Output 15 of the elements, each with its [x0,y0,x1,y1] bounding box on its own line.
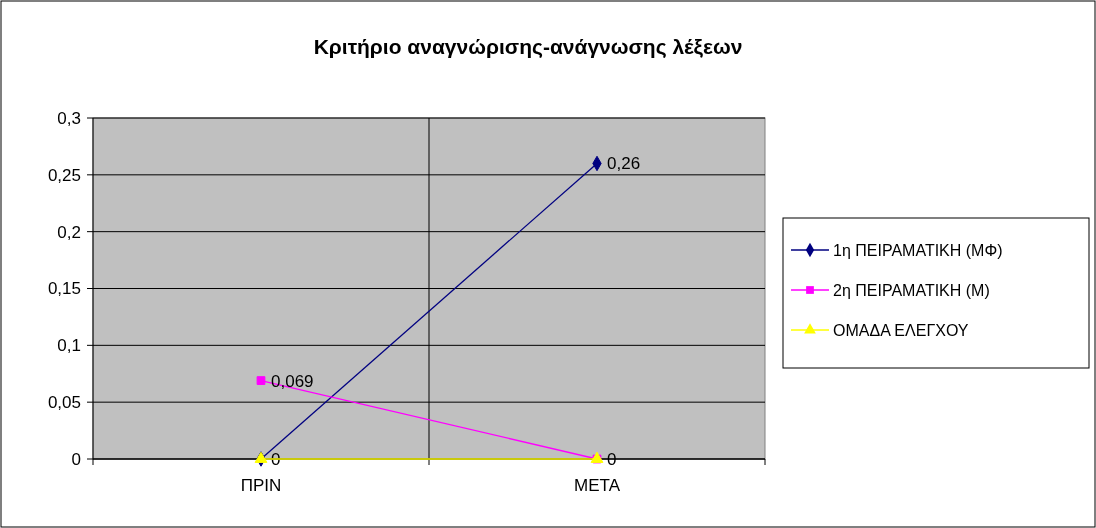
chart-title: Κριτήριο αναγνώρισης-ανάγνωσης λέξεων [313,35,743,59]
y-tick-label: 0,25 [47,165,81,185]
x-tick-label: ΜΕΤΑ [574,476,621,495]
legend-label: 1η ΠΕΙΡΑΜΑΤΙΚΗ (ΜΦ) [833,241,1003,259]
legend-label: ΟΜΑΔΑ ΕΛΕΓΧΟΥ [833,321,969,339]
data-label: 0,26 [607,154,641,174]
legend-label: 2η ΠΕΙΡΑΜΑΤΙΚΗ (Μ) [833,281,990,299]
y-tick-label: 0 [71,449,81,469]
x-tick-label: ΠΡΙΝ [240,476,282,495]
y-tick-label: 0,05 [47,393,81,413]
y-tick-label: 0,1 [57,336,81,356]
y-tick-label: 0,15 [47,279,81,299]
data-label: 0,069 [271,371,314,391]
y-tick-label: 0,3 [57,108,81,128]
y-tick-label: 0,2 [57,222,81,242]
